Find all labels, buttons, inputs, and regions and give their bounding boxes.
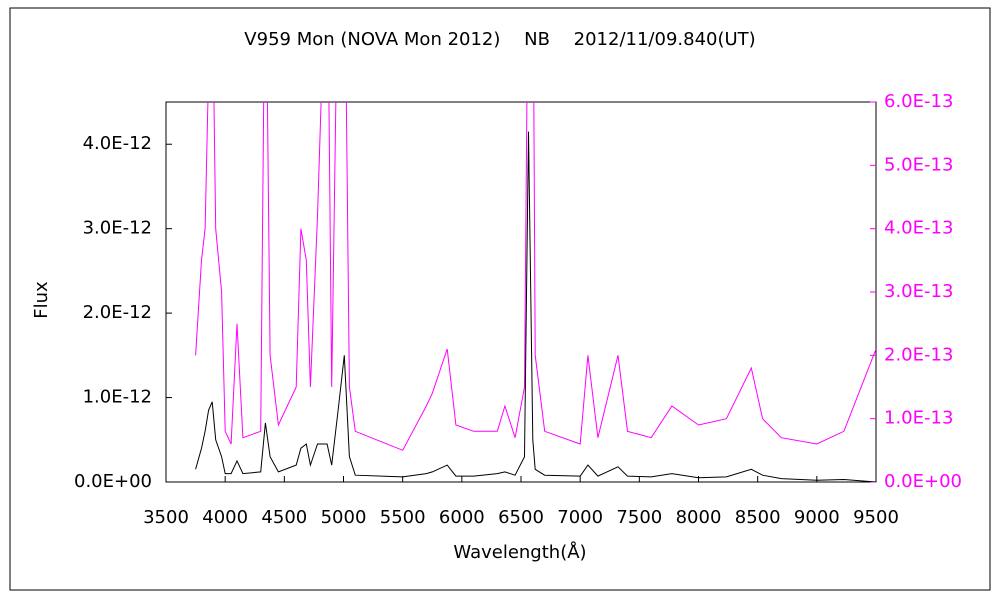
- series-line: [195, 102, 876, 451]
- x-tick-label: 8500: [735, 507, 781, 528]
- x-tick-label: 9000: [794, 507, 840, 528]
- x-tick-label: 7500: [616, 507, 662, 528]
- y2-tick-label: 3.0E-13: [884, 281, 953, 302]
- chart-title: V959 Mon (NOVA Mon 2012) NB 2012/11/09.8…: [244, 29, 755, 50]
- x-tick-label: 7000: [557, 507, 603, 528]
- series-line: [195, 131, 876, 482]
- y2-tick-label: 1.0E-13: [884, 408, 953, 429]
- y2-tick-label: 6.0E-13: [884, 91, 953, 112]
- x-tick-label: 5000: [321, 507, 367, 528]
- y2-tick-label: 4.0E-13: [884, 218, 953, 239]
- x-tick-label: 9500: [853, 507, 899, 528]
- x-tick-label: 3500: [143, 507, 189, 528]
- x-tick-label: 4500: [261, 507, 307, 528]
- y-tick-label: 1.0E-12: [83, 387, 152, 408]
- x-tick-label: 6000: [439, 507, 485, 528]
- y-tick-label: 0.0E+00: [74, 471, 152, 492]
- y2-tick-label: 5.0E-13: [884, 154, 953, 175]
- y-tick-label: 2.0E-12: [83, 302, 152, 323]
- y-tick-label: 3.0E-12: [83, 218, 152, 239]
- y-axis-label: Flux: [31, 281, 52, 319]
- x-tick-label: 6500: [498, 507, 544, 528]
- frame: [9, 7, 991, 591]
- x-tick-label: 8000: [676, 507, 722, 528]
- x-tick-label: 4000: [202, 507, 248, 528]
- x-tick-label: 5500: [380, 507, 426, 528]
- y2-tick-label: 0.0E+00: [884, 471, 962, 492]
- x-axis-label: Wavelength(Å): [453, 541, 586, 563]
- y-tick-label: 4.0E-12: [83, 133, 152, 154]
- y2-tick-label: 2.0E-13: [884, 344, 953, 365]
